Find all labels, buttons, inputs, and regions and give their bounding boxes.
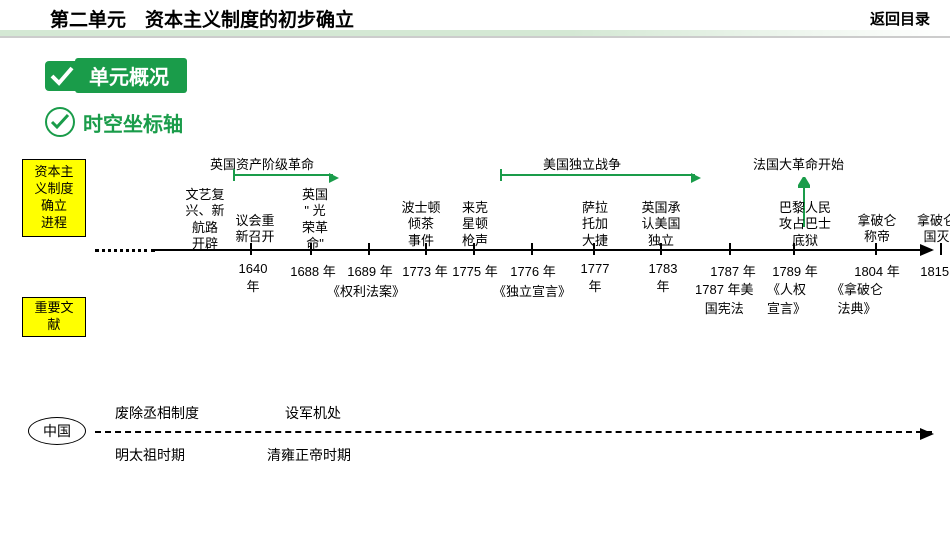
- event-label: 英国 " 光 荣革 命": [293, 187, 337, 252]
- subtitle-text: 时空坐标轴: [83, 108, 183, 137]
- year-label: 1640 年: [223, 261, 283, 295]
- tick: [729, 243, 731, 255]
- document-label: 《人权 宣言》: [767, 279, 806, 317]
- document-label: 《拿破仑 法典》: [831, 279, 883, 317]
- year-label: 1689 年: [340, 261, 400, 280]
- check-circle-icon: [45, 107, 75, 137]
- event-label: 文艺复 兴、新 航路 开辟: [183, 187, 227, 252]
- china-event-bot: 清雍正帝时期: [267, 445, 351, 465]
- subtitle: 时空坐标轴: [45, 107, 950, 137]
- range-label: 英国资产阶级革命: [210, 154, 314, 173]
- return-to-toc-link[interactable]: 返回目录: [870, 8, 930, 29]
- event-label: 萨拉 托加 大捷: [573, 200, 617, 249]
- section-badge: 单元概况: [45, 58, 950, 93]
- event-label: 英国承 认美国 独立: [639, 200, 683, 249]
- event-label: 议会重 新召开: [233, 213, 277, 246]
- event-label: 巴黎人民 攻占巴士 底狱: [777, 200, 833, 249]
- year-label: 1777 年: [565, 261, 625, 295]
- china-event-bot: 明太祖时期: [115, 445, 185, 465]
- check-icon: [45, 61, 79, 91]
- range-bar: [500, 174, 695, 176]
- year-label: 1815 年: [913, 261, 950, 280]
- document-label: 《权利法案》: [327, 281, 405, 300]
- event-label: 波士顿 倾茶 事件: [399, 200, 443, 249]
- range-bar: [233, 174, 333, 176]
- year-label: 1783 年: [633, 261, 693, 295]
- arrow-right-icon: [920, 427, 934, 445]
- process-label: 资本主 义制度 确立 进程: [22, 159, 86, 237]
- year-label: 1789 年: [765, 261, 825, 280]
- china-label: 中国: [28, 417, 86, 445]
- arrow-right-icon: [920, 243, 934, 261]
- event-label: 拿破仑帝 国灭亡: [915, 213, 950, 246]
- year-label: 1787 年: [703, 261, 763, 280]
- china-event-top: 废除丞相制度: [115, 403, 199, 423]
- docs-label: 重要文献: [22, 297, 86, 337]
- tick: [368, 243, 370, 255]
- china-event-top: 设军机处: [285, 403, 341, 423]
- range-label: 美国独立战争: [543, 154, 621, 173]
- event-label: 来克 星顿 枪声: [453, 200, 497, 249]
- year-label: 1776 年: [503, 261, 563, 280]
- tick: [531, 243, 533, 255]
- event-label: 拿破仑 称帝: [855, 213, 899, 246]
- document-label: 1787 年美 国宪法: [695, 279, 754, 317]
- year-label: 1804 年: [847, 261, 907, 280]
- year-label: 1775 年: [445, 261, 505, 280]
- document-label: 《独立宣言》: [493, 281, 571, 300]
- range-label: 法国大革命开始: [753, 154, 844, 173]
- header: 第二单元 资本主义制度的初步确立 返回目录: [0, 0, 950, 38]
- china-timeline: 中国 废除丞相制度设军机处 明太祖时期清雍正帝时期: [0, 385, 950, 475]
- china-axis: 废除丞相制度设军机处 明太祖时期清雍正帝时期: [95, 431, 932, 433]
- unit-title: 第二单元 资本主义制度的初步确立: [20, 5, 354, 32]
- section-badge-text: 单元概况: [75, 58, 187, 93]
- timeline-main: 资本主 义制度 确立 进程 重要文献 英国资产阶级革命 美国独立战争 法国大革命开始…: [0, 149, 950, 379]
- year-label: 1688 年: [283, 261, 343, 280]
